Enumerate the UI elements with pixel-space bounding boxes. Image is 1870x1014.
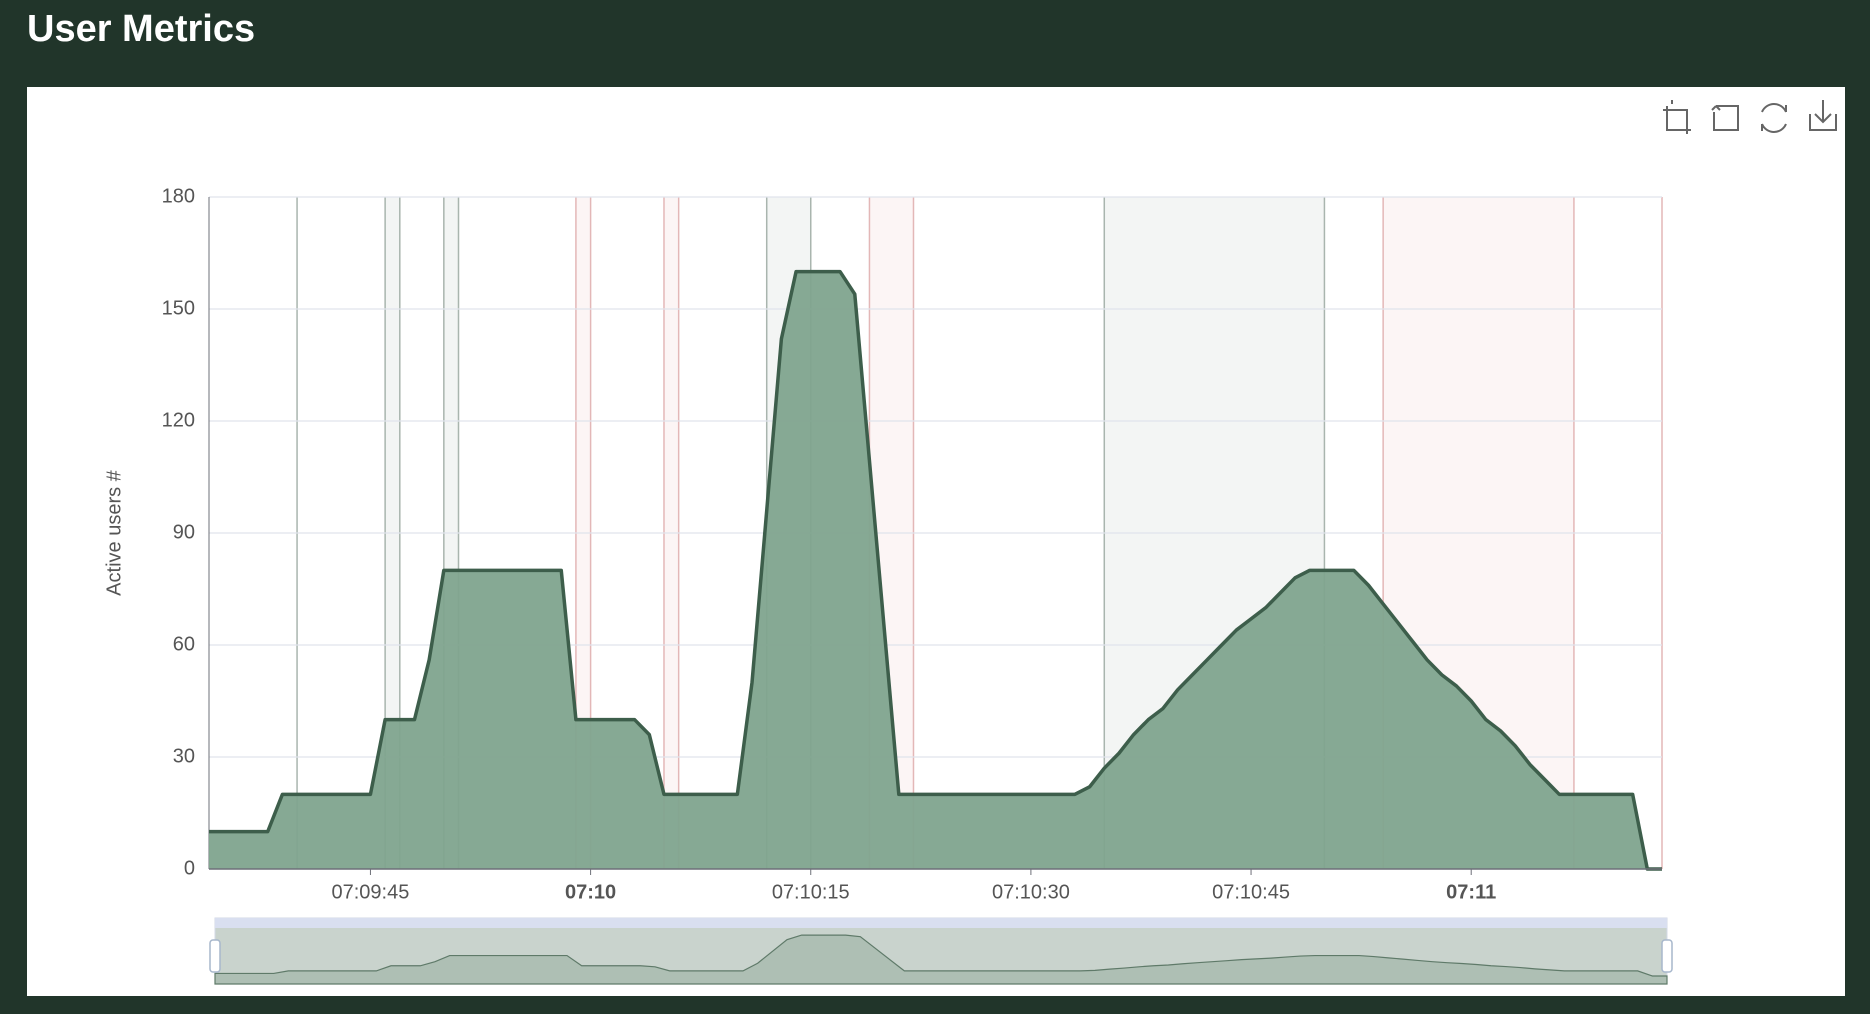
slider-handle-bar: [215, 918, 1667, 928]
toolbox: [1663, 100, 1837, 134]
zoom-icon[interactable]: [1663, 100, 1691, 134]
y-tick-label: 30: [173, 745, 195, 767]
page-title: User Metrics: [27, 8, 256, 50]
line: [209, 269, 1662, 871]
download-icon[interactable]: [1809, 100, 1837, 131]
x-tick-label: 07:11: [1446, 881, 1496, 903]
x-tick-label: 07:09:45: [332, 881, 410, 903]
y-tick-label: 180: [162, 185, 195, 207]
y-tick-label: 150: [162, 297, 195, 319]
slider-handle: [209, 939, 221, 973]
y-axis-label: Active users #: [103, 469, 125, 595]
x-tick-label: 07:10: [565, 881, 616, 903]
x-tick-label: 07:10:30: [992, 881, 1070, 903]
restore-icon[interactable]: [1761, 103, 1787, 133]
x-tick-label: 07:10:15: [772, 881, 850, 903]
y-tick-label: 120: [162, 409, 195, 431]
x-tick-label: 07:10:45: [1212, 881, 1290, 903]
slider-handle: [1661, 939, 1673, 973]
y-tick-label: 60: [173, 633, 195, 655]
y-tick-label: 90: [173, 521, 195, 543]
area: [209, 271, 1662, 870]
y-tick-label: 0: [184, 857, 195, 879]
zoom-reset-icon[interactable]: [1711, 105, 1739, 131]
slider-preview: [214, 934, 1668, 985]
